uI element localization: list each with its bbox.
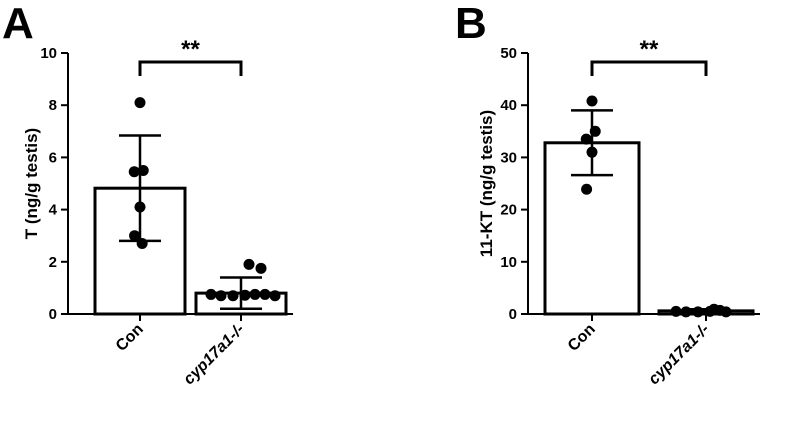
data-point [692,306,704,318]
y-tick-label: 10 [500,254,517,271]
data-point [586,146,598,158]
data-point [249,288,261,300]
data-point [255,262,267,274]
data-point [205,288,217,300]
data-point [670,305,682,317]
data-point [134,97,146,109]
y-tick-label: 2 [49,254,57,271]
y-tick-label: 40 [500,97,517,114]
data-point [589,125,601,137]
x-category-label: cyp17a1-/- [180,321,247,388]
data-point [580,133,592,145]
data-point [586,95,598,107]
y-tick-label: 0 [49,306,57,323]
data-point [134,201,146,213]
y-tick-label: 4 [49,202,58,219]
data-point [581,183,593,195]
data-point [129,230,141,242]
y-tick-label: 30 [500,149,517,166]
significance-label: ** [181,36,200,63]
y-tick-label: 10 [40,45,57,62]
data-point [680,306,692,318]
x-category-label: Con [113,321,147,355]
y-axis-title: T (ng/g testis) [22,128,41,239]
significance-label: ** [640,36,659,63]
data-point [136,238,148,250]
significance-bracket [138,60,243,76]
panel-letter: B [455,0,487,48]
data-point [239,289,251,301]
data-point [704,305,716,317]
y-tick-label: 6 [49,149,57,166]
x-category-label: Con [565,321,599,355]
y-tick-label: 20 [500,202,517,219]
y-tick-label: 8 [49,97,57,114]
chart-panel-b: B 0 10 20 30 40 50 11-KT (ng/g testis) Con cyp17a… [455,0,760,388]
y-tick-label: 0 [509,306,517,323]
data-point [215,290,227,302]
y-axis-title: 11-KT (ng/g testis) [477,110,496,257]
data-point [714,304,726,316]
data-point [128,166,140,178]
panel-letter: A [2,0,34,48]
chart-panel-a: A 0 2 4 6 8 10 T (ng/g testis) Con cyp17a1-/- ** [2,0,293,388]
data-point [227,290,239,302]
data-point [137,164,149,176]
data-point [259,288,271,300]
data-point [243,258,255,270]
x-category-label: cyp17a1-/- [645,321,712,388]
significance-bracket [590,60,708,76]
y-tick-label: 50 [500,45,517,62]
data-point [269,290,281,302]
